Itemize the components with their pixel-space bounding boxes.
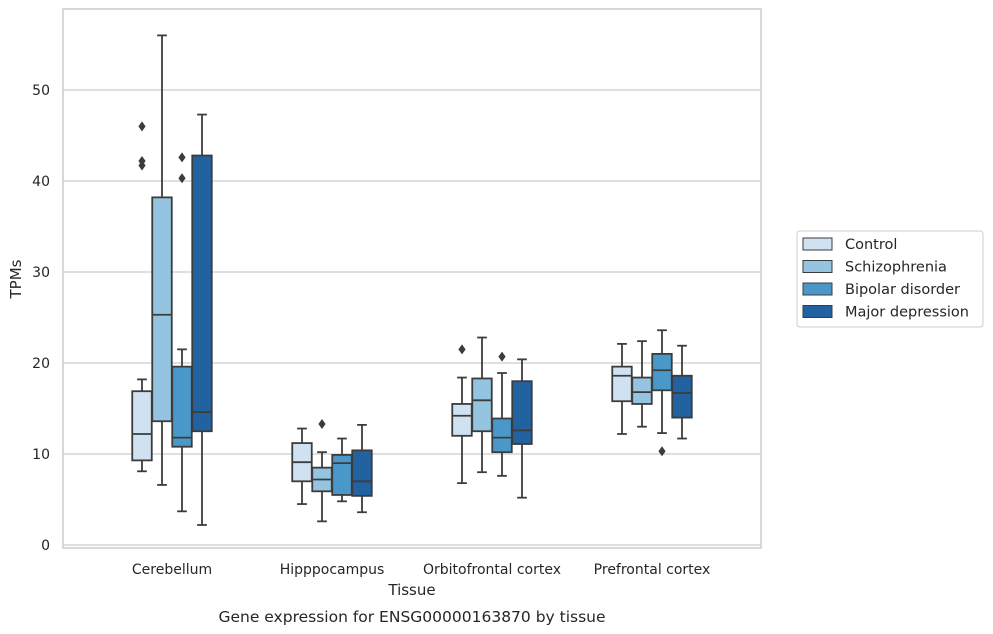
box-iqr (611, 365, 633, 403)
box-plot-layer (131, 34, 693, 526)
outlier-point (178, 152, 186, 163)
grid-layer (63, 89, 761, 546)
outlier-point (458, 344, 466, 355)
legend-label: Bipolar disorder (845, 282, 960, 298)
y-tick-labels: 0 10 20 30 40 50 (32, 83, 50, 554)
box-schizophrenia-0 (151, 34, 173, 486)
box-major-depression-3 (671, 344, 693, 440)
x-tick-label: Orbitofrontal cortex (423, 562, 561, 578)
legend-label: Control (845, 237, 897, 253)
box-control-0 (131, 121, 153, 473)
x-tick-label: Cerebellum (132, 562, 212, 578)
x-tick-label: Prefrontal cortex (594, 562, 711, 578)
outlier-point (658, 446, 666, 457)
y-tick-label: 50 (32, 83, 50, 99)
box-iqr (631, 376, 653, 405)
legend-swatch (802, 237, 833, 251)
box-iqr (651, 352, 673, 392)
chart-caption: Gene expression for ENSG00000163870 by t… (218, 608, 605, 626)
box-iqr (171, 365, 193, 448)
y-tick-label: 40 (32, 174, 50, 190)
outlier-point (178, 173, 186, 184)
outlier-point (138, 155, 146, 166)
legend-frame (796, 230, 984, 328)
outlier-point (138, 121, 146, 132)
legend-label: Schizophrenia (845, 260, 947, 276)
legend: Control Schizophrenia Bipolar disorder Majo… (796, 230, 984, 328)
y-axis-title: TPMs (7, 259, 25, 299)
y-tick-label: 0 (41, 538, 50, 554)
box-major-depression-1 (351, 423, 373, 514)
box-iqr (451, 403, 473, 437)
box-schizophrenia-1 (311, 418, 333, 523)
box-iqr (351, 449, 373, 497)
box-iqr (671, 374, 693, 419)
box-major-depression-2 (511, 358, 533, 499)
plot-frame (62, 8, 762, 549)
legend-swatch (802, 260, 833, 273)
outlier-point (318, 418, 326, 429)
box-iqr (131, 390, 153, 462)
box-iqr (471, 377, 493, 433)
legend-label: Major depression (845, 305, 969, 321)
x-tick-labels: Cerebellum Hipppocampus Orbitofrontal cort… (132, 562, 710, 578)
box-bipolar-disorder-1 (331, 437, 353, 503)
box-bipolar-disorder-3 (651, 329, 673, 457)
legend-items: Control Schizophrenia Bipolar disorder Majo… (802, 237, 969, 321)
box-control-3 (611, 342, 633, 435)
box-iqr (331, 454, 353, 496)
y-tick-label: 20 (32, 356, 50, 372)
x-tick-label: Hipppocampus (280, 562, 385, 578)
box-iqr (491, 417, 513, 454)
x-axis-title: Tissue (387, 581, 435, 599)
outlier-point (498, 351, 506, 362)
box-control-1 (291, 427, 313, 505)
box-schizophrenia-2 (471, 336, 493, 474)
box-iqr (191, 154, 213, 433)
legend-swatch (802, 282, 833, 296)
box-iqr (511, 380, 533, 445)
y-tick-label: 30 (32, 265, 50, 281)
y-tick-label: 10 (32, 447, 50, 463)
box-major-depression-0 (191, 113, 213, 526)
box-iqr (151, 196, 173, 423)
legend-swatch (802, 305, 833, 318)
box-bipolar-disorder-2 (491, 351, 513, 477)
